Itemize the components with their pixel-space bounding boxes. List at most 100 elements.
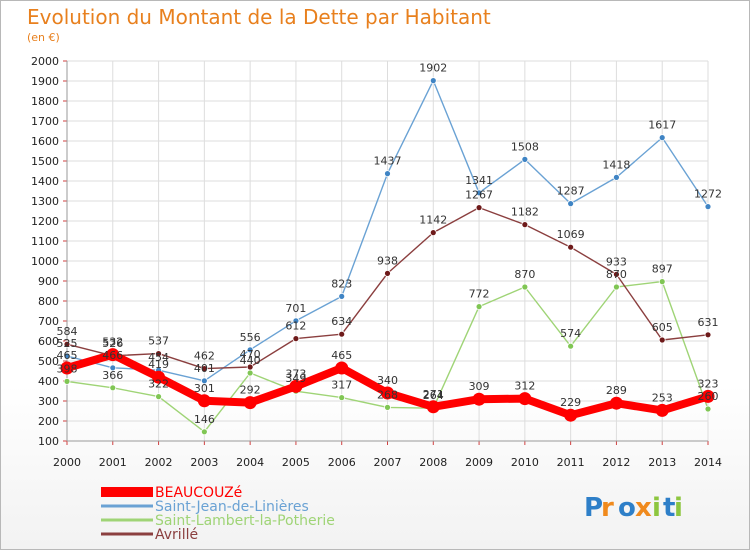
- data-point: [658, 134, 666, 142]
- data-label: 465: [57, 349, 78, 362]
- x-tick-label: 2008: [419, 456, 447, 469]
- data-label: 1272: [694, 188, 722, 201]
- data-label: 366: [102, 369, 123, 382]
- y-tick-label: 600: [38, 335, 59, 348]
- y-tick-label: 1400: [31, 175, 59, 188]
- data-point: [426, 400, 440, 414]
- y-tick-label: 700: [38, 315, 59, 328]
- data-label: 253: [652, 391, 673, 404]
- data-point: [63, 377, 71, 385]
- data-point: [521, 155, 529, 163]
- data-label: 1182: [511, 206, 539, 219]
- logo-letter: o: [618, 493, 636, 523]
- data-label: 1341: [465, 174, 493, 187]
- legend-label: BEAUCOUZé: [155, 485, 242, 501]
- data-point: [155, 350, 162, 358]
- legend-item: Saint-Jean-de-Linières: [101, 499, 309, 515]
- data-label: 1508: [511, 140, 539, 153]
- logo-letter: r: [601, 493, 614, 523]
- data-point: [155, 393, 162, 401]
- data-labels: 525 466 454 401 556 701 823 1437 1902 1341 1508 128…: [57, 62, 723, 426]
- data-label: 440: [240, 354, 261, 367]
- chart-subtitle: (en €): [27, 31, 60, 44]
- data-label: 289: [606, 384, 627, 397]
- data-point: [429, 77, 437, 84]
- data-label: 823: [331, 277, 352, 290]
- data-point: [613, 173, 620, 181]
- data-point: [109, 384, 117, 392]
- data-label: 772: [469, 288, 490, 301]
- series-3: [60, 348, 715, 422]
- data-point: [475, 189, 483, 197]
- data-point: [338, 394, 346, 402]
- logo-letter: P: [584, 493, 603, 523]
- data-point: [567, 342, 575, 350]
- legend-swatch: [101, 518, 153, 522]
- y-tick-label: 1300: [31, 195, 59, 208]
- y-tick-label: 1600: [31, 135, 59, 148]
- data-label: 301: [194, 382, 215, 395]
- data-point: [613, 283, 620, 291]
- data-point: [63, 352, 71, 360]
- series-2: [63, 204, 712, 373]
- data-point: [704, 203, 712, 211]
- x-tick-label: 2002: [145, 456, 173, 469]
- data-point: [292, 335, 300, 343]
- data-label: 556: [240, 331, 261, 344]
- data-point: [475, 204, 483, 212]
- data-label: 605: [652, 321, 673, 334]
- x-tick-label: 2003: [190, 456, 218, 469]
- data-point: [701, 389, 715, 403]
- data-label: 349: [285, 372, 306, 385]
- data-label: 146: [194, 413, 215, 426]
- data-point: [106, 348, 120, 362]
- y-tick-label: 400: [38, 375, 59, 388]
- legend: BEAUCOUZéSaint-Jean-de-LinièresSaint-Lam…: [101, 485, 335, 543]
- data-point: [384, 403, 391, 411]
- data-point: [567, 243, 575, 251]
- y-tick-label: 1000: [31, 255, 59, 268]
- data-point: [60, 361, 74, 375]
- data-point: [658, 336, 666, 344]
- y-tick-label: 800: [38, 295, 59, 308]
- data-label: 1902: [419, 62, 447, 75]
- data-label: 1437: [374, 155, 402, 168]
- y-tick-label: 1100: [31, 235, 59, 248]
- data-label: 612: [285, 320, 306, 333]
- data-point: [429, 229, 437, 237]
- data-point: [200, 428, 208, 436]
- data-point: [384, 269, 391, 277]
- data-label: 398: [57, 362, 78, 375]
- data-label: 897: [652, 263, 673, 276]
- data-point: [564, 408, 578, 422]
- logo-letter: t: [663, 493, 675, 523]
- y-tick-label: 300: [38, 395, 59, 408]
- logo-letter: x: [635, 493, 652, 523]
- legend-label: Avrillé: [155, 527, 198, 543]
- data-label: 465: [331, 349, 352, 362]
- series-1: [63, 278, 712, 436]
- data-label: 1069: [557, 228, 585, 241]
- data-point: [63, 340, 71, 348]
- y-tick-label: 100: [38, 435, 59, 448]
- data-label: 340: [377, 374, 398, 387]
- x-tick-label: 2006: [328, 456, 356, 469]
- data-label: 264: [423, 389, 444, 402]
- data-point: [472, 392, 486, 406]
- data-point: [109, 364, 117, 372]
- data-label: 537: [148, 335, 169, 348]
- x-tick-label: 2012: [602, 456, 630, 469]
- y-tick-label: 1900: [31, 75, 59, 88]
- data-point: [567, 200, 575, 208]
- x-tick-label: 2005: [282, 456, 310, 469]
- data-label: 1287: [557, 185, 585, 198]
- data-label: 933: [606, 255, 627, 268]
- data-point: [658, 278, 666, 286]
- data-point: [289, 379, 303, 393]
- y-tick-label: 200: [38, 415, 59, 428]
- data-label: 574: [560, 327, 581, 340]
- legend-item: Avrillé: [101, 527, 198, 543]
- data-label: 1617: [648, 119, 676, 132]
